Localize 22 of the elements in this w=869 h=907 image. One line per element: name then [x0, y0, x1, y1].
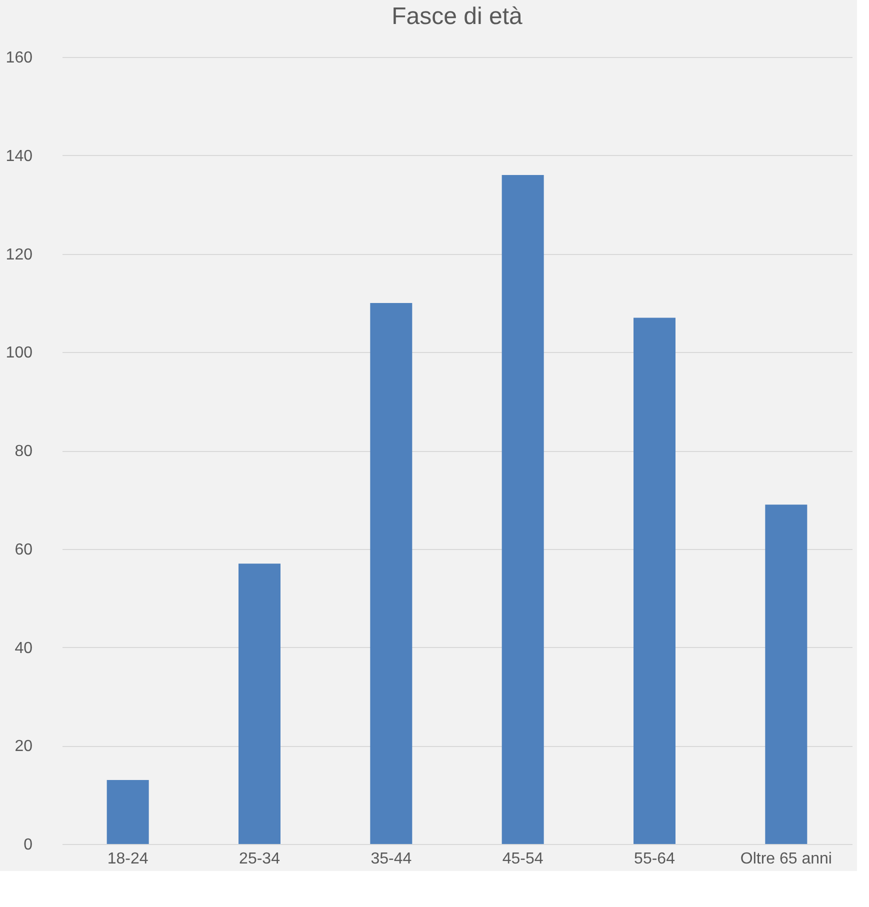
bar [238, 564, 280, 844]
x-tick-label: 55-64 [634, 850, 676, 868]
bar [502, 175, 544, 844]
y-tick-label: 20 [14, 738, 33, 756]
x-tick-label: 45-54 [502, 850, 544, 868]
bar [634, 318, 676, 844]
y-tick-label: 0 [24, 836, 33, 854]
y-tick-label: 80 [14, 443, 33, 460]
chart-title: Fasce di età [392, 3, 524, 30]
x-tick-label: Oltre 65 anni [740, 850, 832, 868]
y-tick-label: 140 [6, 148, 33, 165]
x-tick-label: 25-34 [239, 850, 280, 868]
y-tick-label: 160 [6, 50, 33, 66]
y-tick-label: 60 [14, 541, 33, 558]
y-tick-label: 40 [14, 640, 33, 657]
x-tick-label: 18-24 [107, 850, 148, 868]
bar [765, 504, 808, 844]
x-tick-label: 35-44 [370, 850, 412, 868]
y-tick-label: 100 [6, 344, 33, 362]
bar [370, 302, 412, 844]
y-tick-label: 120 [6, 246, 33, 264]
bar [106, 780, 149, 844]
